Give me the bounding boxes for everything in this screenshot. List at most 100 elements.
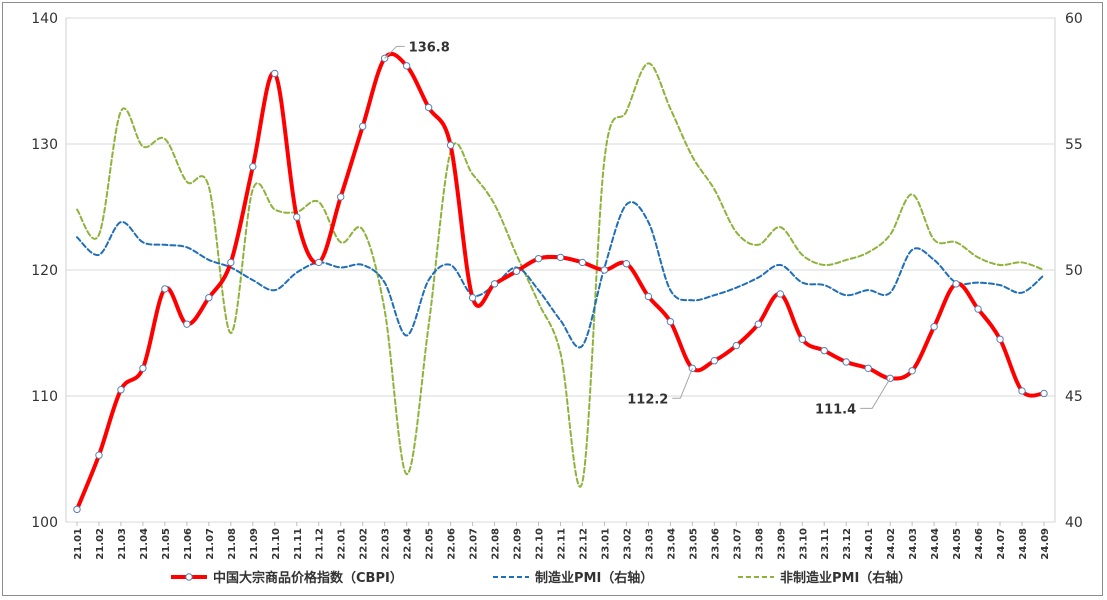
data-point-cbpi <box>227 258 235 267</box>
data-point-cbpi <box>512 267 521 275</box>
x-tick-label: 21.08 <box>227 528 238 560</box>
left-tick-label: 130 <box>31 137 58 153</box>
data-point-cbpi <box>402 62 411 70</box>
right-tick-label: 60 <box>1065 11 1083 27</box>
x-tick-label: 23.09 <box>776 528 787 560</box>
left-tick-label: 110 <box>31 389 58 405</box>
x-tick-label: 21.09 <box>249 528 260 560</box>
x-tick-label: 22.11 <box>557 528 568 560</box>
x-tick-label: 24.08 <box>1018 528 1029 560</box>
x-tick-label: 21.05 <box>161 528 172 560</box>
annotation-label: 136.8 <box>409 40 450 55</box>
x-tick-label: 23.06 <box>710 528 721 560</box>
data-point-cbpi <box>1018 387 1026 395</box>
annotation-label: 111.4 <box>815 402 856 417</box>
x-tick-label: 21.02 <box>95 528 106 560</box>
x-tick-label: 23.03 <box>644 528 655 560</box>
data-point-cbpi <box>732 341 741 350</box>
data-point-cbpi <box>446 141 455 149</box>
annotation-leader <box>672 368 693 399</box>
x-tick-label: 23.12 <box>842 528 853 560</box>
series-layer <box>73 52 1048 514</box>
data-point-cbpi <box>974 305 982 313</box>
right-tick-label: 45 <box>1065 389 1083 405</box>
x-tick-label: 22.06 <box>447 528 458 560</box>
x-tick-label: 21.07 <box>205 528 216 560</box>
x-tick-label: 23.05 <box>688 528 699 560</box>
data-point-cbpi <box>534 254 543 263</box>
data-point-cbpi <box>293 213 301 221</box>
x-tick-label: 23.08 <box>754 528 765 560</box>
x-tick-label: 23.10 <box>798 528 809 560</box>
x-tick-label: 23.07 <box>732 528 743 560</box>
data-point-cbpi <box>315 258 323 267</box>
data-point-cbpi <box>139 364 147 372</box>
left-tick-label: 140 <box>31 11 58 27</box>
x-tick-label: 24.06 <box>974 528 985 560</box>
data-point-cbpi <box>249 162 257 171</box>
data-point-cbpi <box>798 335 806 343</box>
legend-label-cbpi: 中国大宗商品价格指数（CBPI） <box>213 570 403 586</box>
right-tick-label: 55 <box>1065 137 1083 153</box>
x-axis: 21.01 21.02 21.03 21.04 21.05 21.06 21.07 21.08… <box>73 522 1051 560</box>
right-axis: 40 45 50 55 60 <box>1065 11 1083 531</box>
data-point-cbpi <box>205 294 213 302</box>
x-tick-label: 24.09 <box>1040 528 1051 560</box>
data-point-cbpi <box>666 317 675 326</box>
x-tick-label: 24.07 <box>996 528 1007 560</box>
data-point-cbpi <box>600 266 609 274</box>
data-point-cbpi <box>556 253 565 262</box>
data-point-cbpi <box>908 367 916 375</box>
left-tick-label: 100 <box>31 515 58 531</box>
data-point-cbpi <box>183 320 191 328</box>
left-tick-label: 120 <box>31 263 58 279</box>
annotation-layer: 136.8 112.2 111.4 <box>384 40 891 417</box>
annotation-leader <box>384 45 405 59</box>
data-point-cbpi <box>271 69 279 78</box>
x-tick-label: 22.08 <box>491 528 502 560</box>
annotation-label: 112.2 <box>627 392 668 407</box>
data-point-cbpi <box>864 364 872 372</box>
x-tick-label: 24.03 <box>908 528 919 560</box>
data-point-cbpi <box>468 294 477 302</box>
series-line-non-manufacturing-pmi <box>75 62 1046 488</box>
x-tick-label: 21.11 <box>293 528 304 560</box>
data-point-cbpi <box>710 357 719 365</box>
data-point-cbpi <box>820 346 828 355</box>
x-tick-label: 24.01 <box>864 528 875 560</box>
x-tick-label: 21.12 <box>315 528 326 560</box>
data-point-cbpi <box>578 258 587 267</box>
data-point-cbpi <box>337 193 345 201</box>
data-point-cbpi <box>776 290 784 298</box>
data-point-cbpi <box>754 320 762 328</box>
x-tick-label: 22.12 <box>578 528 589 560</box>
series-line-manufacturing-pmi <box>75 201 1046 349</box>
data-point-cbpi <box>622 260 631 268</box>
x-tick-label: 22.03 <box>381 528 392 560</box>
right-tick-label: 40 <box>1065 515 1083 531</box>
gridlines <box>65 17 1056 523</box>
x-tick-label: 24.04 <box>930 528 941 560</box>
legend-label-non-manufacturing-pmi: 非制造业PMI（右轴） <box>780 570 911 586</box>
x-tick-label: 23.02 <box>622 528 633 560</box>
x-tick-label: 24.02 <box>886 528 897 560</box>
x-tick-label: 22.04 <box>403 528 414 560</box>
data-point-cbpi <box>952 280 960 288</box>
x-tick-label: 22.09 <box>513 528 524 560</box>
data-point-cbpi <box>842 358 850 366</box>
data-point-cbpi <box>117 386 125 394</box>
x-tick-label: 22.01 <box>337 528 348 560</box>
right-tick-label: 50 <box>1065 263 1083 279</box>
series-line-cbpi <box>74 52 1047 512</box>
x-tick-label: 21.10 <box>271 528 282 560</box>
x-tick-label: 22.07 <box>469 528 480 560</box>
x-tick-label: 22.05 <box>425 528 436 560</box>
annotation-leader <box>860 378 891 409</box>
x-tick-label: 23.01 <box>600 528 611 560</box>
left-axis: 100 110 120 130 140 <box>31 11 58 531</box>
legend-marker <box>185 573 193 581</box>
data-point-cbpi <box>1040 389 1048 398</box>
data-point-cbpi <box>73 505 81 514</box>
